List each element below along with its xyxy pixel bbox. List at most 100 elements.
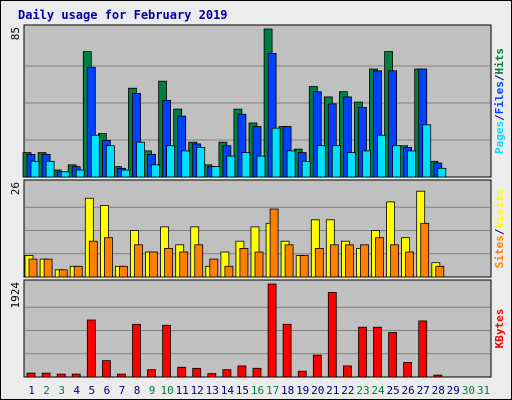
bar-pages-day-23	[362, 150, 371, 178]
bar-sites-day-1	[28, 258, 38, 278]
bar-sites-day-27	[420, 222, 430, 278]
x-tick-label-day-7: 7	[119, 384, 126, 397]
bar-pages-day-8	[136, 141, 145, 178]
bar-pages-day-25	[392, 145, 402, 178]
hits-ymax-label: 85	[9, 27, 22, 40]
kbytes-plot-area	[23, 279, 492, 378]
bar-pages-day-27	[422, 124, 432, 178]
visits-axis-title-part: /	[493, 228, 506, 235]
visits-axis-title-part: Visits	[493, 189, 506, 229]
x-tick-label-day-1: 1	[28, 384, 35, 397]
bar-pages-day-9	[151, 164, 160, 178]
bar-pages-day-15	[241, 152, 251, 178]
x-tick-label-day-18: 18	[281, 384, 294, 397]
bar-pages-day-7	[121, 169, 130, 178]
bar-kbytes-day-15	[237, 365, 247, 378]
bar-sites-day-8	[134, 244, 143, 278]
kbytes-series-kbytes	[26, 283, 443, 378]
x-tick-label-day-12: 12	[191, 384, 204, 397]
bar-pages-day-2	[45, 160, 55, 178]
x-tick-label-day-25: 25	[386, 384, 399, 397]
bar-sites-day-7	[119, 265, 128, 278]
kbytes-axis-title: KBytes	[493, 309, 506, 349]
bar-sites-day-3	[58, 269, 68, 278]
bar-sites-day-22	[344, 244, 354, 278]
bar-kbytes-day-8	[132, 323, 141, 378]
bar-kbytes-day-1	[26, 372, 36, 378]
bar-pages-day-11	[181, 150, 191, 178]
bar-sites-day-17	[269, 208, 279, 278]
bar-kbytes-day-23	[358, 326, 367, 378]
x-tick-label-day-10: 10	[160, 384, 173, 397]
bar-pages-day-5	[90, 134, 100, 178]
bar-pages-day-22	[346, 152, 356, 178]
x-tick-label-day-21: 21	[326, 384, 339, 397]
bar-pages-day-19	[301, 160, 311, 178]
chart-panels: 85Pages/Files/Hits26Sites/Visits1924KByt…	[9, 24, 506, 378]
bar-kbytes-day-18	[282, 323, 292, 378]
x-tick-label-day-2: 2	[43, 384, 50, 397]
bar-pages-day-20	[316, 145, 326, 178]
x-tick-label-day-30: 30	[462, 384, 475, 397]
hits-axis-title: Pages/Files/Hits	[493, 48, 506, 154]
kbytes-ymax-label: 1924	[9, 282, 22, 309]
bar-pages-day-13	[211, 166, 221, 178]
bar-sites-day-9	[149, 251, 158, 278]
bar-pages-day-12	[196, 146, 206, 178]
bar-sites-day-11	[179, 251, 189, 278]
bar-kbytes-day-12	[192, 367, 202, 378]
x-tick-label-day-8: 8	[134, 384, 141, 397]
hits-axis-title-part: Hits	[493, 48, 506, 75]
bar-kbytes-day-19	[297, 370, 307, 378]
x-tick-label-day-26: 26	[401, 384, 414, 397]
x-tick-label-day-5: 5	[88, 384, 95, 397]
bar-pages-day-14	[226, 155, 236, 178]
bar-sites-day-15	[239, 247, 249, 278]
bar-sites-day-25	[390, 244, 400, 278]
x-tick-label-day-28: 28	[432, 384, 445, 397]
bar-sites-day-6	[104, 237, 113, 278]
bar-sites-day-4	[73, 265, 83, 278]
visits-axis-title-part: Sites	[493, 235, 506, 268]
bar-kbytes-day-28	[433, 374, 443, 378]
hits-axis-title-part: Files	[493, 81, 506, 114]
bar-pages-day-21	[331, 145, 341, 178]
bar-sites-day-28	[435, 265, 445, 278]
bar-pages-day-6	[106, 145, 115, 178]
bar-kbytes-day-16	[252, 367, 262, 378]
bar-sites-day-26	[405, 251, 415, 278]
bar-sites-day-14	[224, 265, 234, 278]
x-tick-label-day-16: 16	[251, 384, 264, 397]
x-tick-label-day-3: 3	[58, 384, 65, 397]
bar-kbytes-day-21	[327, 291, 337, 378]
bar-pages-day-4	[75, 169, 85, 178]
bar-kbytes-day-24	[373, 326, 382, 378]
x-tick-label-day-15: 15	[236, 384, 249, 397]
visits-series-sites	[28, 208, 445, 278]
bar-sites-day-13	[209, 258, 219, 278]
bar-kbytes-day-3	[56, 373, 66, 378]
hits-axis-title-part: /	[493, 74, 506, 81]
x-tick-label-day-13: 13	[206, 384, 219, 397]
bar-kbytes-day-20	[312, 354, 322, 378]
bar-kbytes-day-2	[41, 372, 51, 378]
x-tick-label-day-24: 24	[371, 384, 385, 397]
x-axis-day-labels: 1 2 3 4 5 6 7 8 9 10 11 12 13 14 15 16 17 18 19 20 21 22 23 24 2…	[28, 384, 490, 397]
visits-axis-title: Sites/Visits	[493, 189, 506, 269]
x-tick-label-day-11: 11	[176, 384, 189, 397]
bar-kbytes-day-26	[403, 362, 413, 378]
chart-title: Daily usage for February 2019	[18, 8, 228, 22]
bar-sites-day-21	[329, 244, 339, 278]
bar-pages-day-24	[377, 134, 386, 178]
bar-pages-day-18	[286, 150, 296, 178]
bar-pages-day-26	[407, 150, 417, 178]
bar-sites-day-2	[43, 258, 53, 278]
bar-sites-day-16	[254, 251, 264, 278]
bar-kbytes-day-4	[71, 373, 81, 378]
bar-kbytes-day-7	[117, 373, 126, 378]
x-tick-label-day-22: 22	[341, 384, 354, 397]
bar-kbytes-day-6	[102, 360, 111, 378]
x-tick-label-day-6: 6	[104, 384, 111, 397]
bar-sites-day-10	[164, 247, 174, 278]
bar-sites-day-19	[299, 255, 309, 278]
